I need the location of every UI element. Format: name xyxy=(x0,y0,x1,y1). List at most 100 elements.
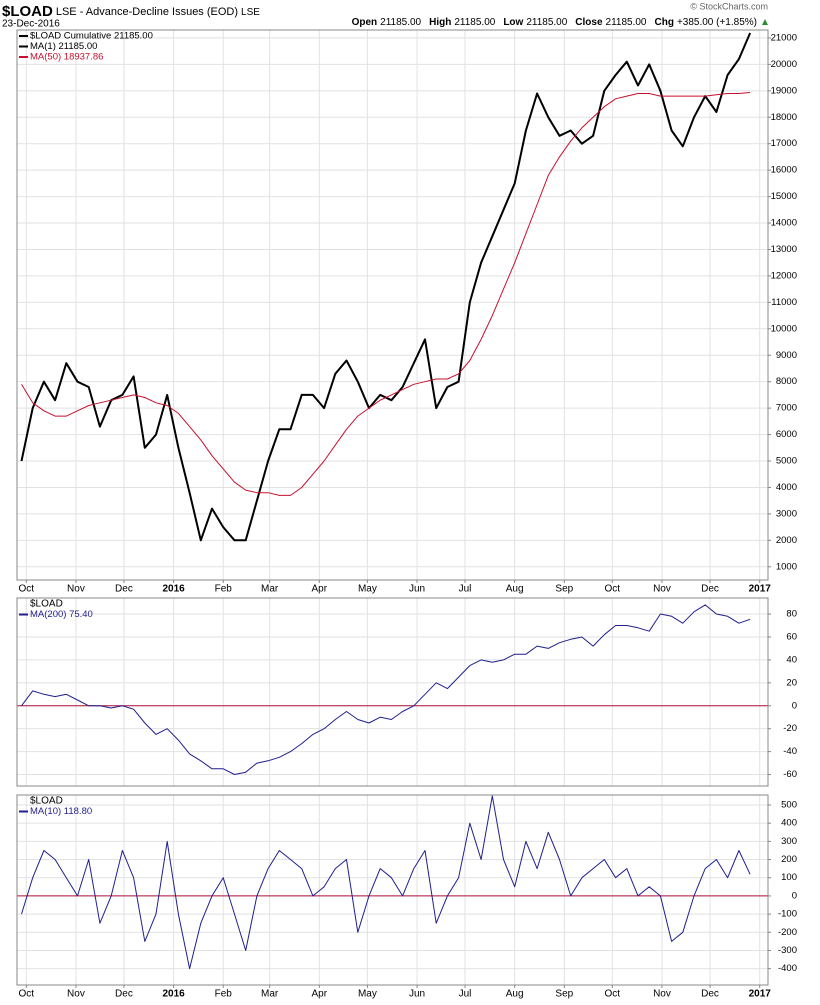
legend-label: $LOAD Cumulative 21185.00 xyxy=(30,31,153,42)
x-tick-label: Mar xyxy=(261,584,279,595)
quote-value: 21185.00 xyxy=(380,17,421,28)
quote-label: Close xyxy=(575,17,603,28)
x-tick-label: May xyxy=(358,584,377,595)
x-tick-label: Aug xyxy=(506,989,524,1000)
x-tick-label: Oct xyxy=(19,989,35,1000)
y-tick-label: 100 xyxy=(781,872,797,883)
series-line xyxy=(21,604,751,775)
x-tick-label: Feb xyxy=(215,989,233,1000)
quote-value: 21185.00 xyxy=(606,17,647,28)
x-tick-label: Jun xyxy=(409,989,425,1000)
panel-frame xyxy=(16,597,769,787)
x-tick-label: Oct xyxy=(605,989,621,1000)
y-tick-label: -100 xyxy=(778,909,797,920)
y-tick-label: 15000 xyxy=(771,191,797,202)
legend-label: MA(1) 21185.00 xyxy=(30,41,97,52)
series-line xyxy=(21,92,751,496)
x-tick-label: Mar xyxy=(261,989,279,1000)
y-tick-label: 8000 xyxy=(776,376,797,387)
y-tick-label: 7000 xyxy=(776,403,797,414)
symbol: $LOAD xyxy=(2,3,53,20)
y-tick-label: 3000 xyxy=(776,508,797,519)
x-tick-label: Oct xyxy=(19,584,35,595)
y-tick-label: -40 xyxy=(783,746,797,757)
legend-label: MA(10) 118.80 xyxy=(30,806,92,817)
y-tick-label: 300 xyxy=(781,836,797,847)
quote: Open 21185.00 High 21185.00 Low 21185.00 Close… xyxy=(352,17,757,28)
y-tick-label: 4000 xyxy=(776,482,797,493)
x-tick-label: Aug xyxy=(506,584,524,595)
y-tick-label: 10000 xyxy=(771,323,797,334)
x-tick-label: Dec xyxy=(115,584,133,595)
y-tick-label: 5000 xyxy=(776,456,797,467)
panel-frame xyxy=(16,29,769,581)
y-tick-label: 13000 xyxy=(771,244,797,255)
y-tick-label: 200 xyxy=(781,854,797,865)
date: 23-Dec-2016 xyxy=(2,19,60,30)
y-tick-label: -20 xyxy=(783,723,797,734)
quote-label: Open xyxy=(352,17,378,28)
panel-frame xyxy=(16,794,769,986)
x-tick-label: Jul xyxy=(459,989,472,1000)
series-line xyxy=(21,795,751,970)
x-tick-label: Nov xyxy=(67,584,85,595)
x-tick-label: 2017 xyxy=(749,584,772,595)
y-tick-label: 9000 xyxy=(776,350,797,361)
y-tick-label: 20 xyxy=(786,677,797,688)
x-tick-label: Apr xyxy=(312,989,328,1000)
legend-label: MA(50) 18937.86 xyxy=(30,52,103,63)
y-tick-label: 20000 xyxy=(771,59,797,70)
y-tick-label: -300 xyxy=(778,945,797,956)
y-tick-label: 11000 xyxy=(771,297,797,308)
quote-label: Chg xyxy=(654,17,673,28)
quote-label: Low xyxy=(503,17,523,28)
y-tick-label: 0 xyxy=(792,700,797,711)
y-tick-label: -60 xyxy=(783,769,797,780)
y-tick-label: -400 xyxy=(778,963,797,974)
y-tick-label: 400 xyxy=(781,818,797,829)
quote-value: +385.00 (+1.85%) xyxy=(677,17,757,28)
x-tick-label: 2016 xyxy=(162,584,185,595)
x-tick-label: Nov xyxy=(67,989,85,1000)
x-tick-label: Nov xyxy=(653,989,671,1000)
y-tick-label: 0 xyxy=(792,890,797,901)
quote-label: High xyxy=(429,17,451,28)
y-tick-label: 19000 xyxy=(771,85,797,96)
y-tick-label: 2000 xyxy=(776,535,797,546)
panel-label: $LOAD xyxy=(30,599,63,610)
y-tick-label: 80 xyxy=(786,609,797,620)
y-tick-label: 500 xyxy=(781,800,797,811)
y-tick-label: 12000 xyxy=(771,270,797,281)
y-tick-label: 18000 xyxy=(771,112,797,123)
y-tick-label: 17000 xyxy=(771,138,797,149)
quote-value: 21185.00 xyxy=(454,17,495,28)
y-tick-label: 6000 xyxy=(776,429,797,440)
x-tick-label: Dec xyxy=(701,989,719,1000)
legend-label: MA(200) 75.40 xyxy=(30,609,93,620)
exchange: LSE xyxy=(241,7,260,18)
x-tick-label: Feb xyxy=(215,584,233,595)
x-tick-label: Apr xyxy=(312,584,328,595)
y-tick-label: 21000 xyxy=(771,32,797,43)
x-tick-label: Dec xyxy=(701,584,719,595)
quote-value: 21185.00 xyxy=(526,17,567,28)
x-tick-label: Sep xyxy=(555,584,573,595)
x-tick-label: May xyxy=(358,989,377,1000)
y-tick-label: 1000 xyxy=(776,561,797,572)
panel-label: $LOAD xyxy=(30,796,63,807)
x-tick-label: 2017 xyxy=(749,989,772,1000)
y-tick-label: 40 xyxy=(786,654,797,665)
x-tick-label: Oct xyxy=(605,584,621,595)
x-tick-label: Nov xyxy=(653,584,671,595)
x-tick-label: Jun xyxy=(409,584,425,595)
y-tick-label: 60 xyxy=(786,631,797,642)
x-tick-label: 2016 xyxy=(162,989,185,1000)
y-tick-label: 14000 xyxy=(771,218,797,229)
x-tick-label: Jul xyxy=(459,584,472,595)
y-tick-label: -200 xyxy=(778,927,797,938)
credit: © StockCharts.com xyxy=(690,1,768,11)
up-arrow xyxy=(762,19,768,25)
x-tick-label: Sep xyxy=(555,989,573,1000)
